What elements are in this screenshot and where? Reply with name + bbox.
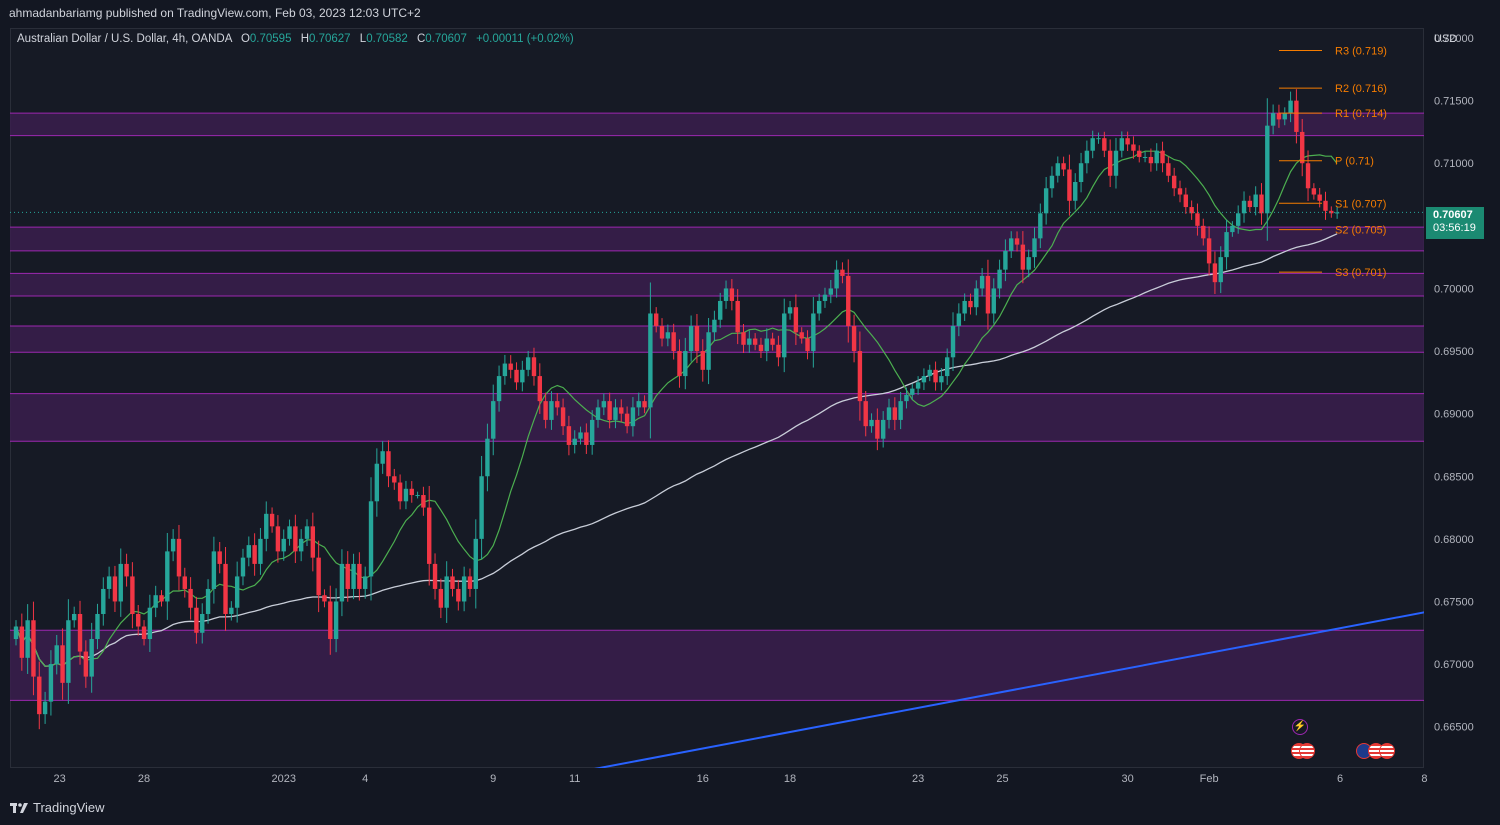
y-tick-label: 0.71000 (1434, 158, 1474, 170)
high-label: H (300, 33, 309, 45)
x-tick-label: 2023 (271, 773, 295, 785)
x-tick-label: 8 (1421, 773, 1427, 785)
published-note: ahmadanbariamg published on TradingView.… (9, 6, 421, 20)
last-price-tag: 0.70607 03:56:19 (1426, 207, 1484, 239)
x-tick-label: 16 (697, 773, 709, 785)
us-flag-icon-4[interactable] (1379, 743, 1395, 759)
y-tick-label: 0.71500 (1434, 96, 1474, 108)
x-tick-label: 6 (1337, 773, 1343, 785)
y-tick-label: 0.67000 (1434, 659, 1474, 671)
footer-bar (0, 795, 1500, 825)
brand-name: TradingView (33, 800, 105, 815)
low-label: L (359, 33, 367, 45)
x-tick-label: 23 (912, 773, 924, 785)
change-value: +0.00011 (+0.02%) (476, 33, 574, 45)
low-value: 0.70582 (366, 33, 408, 45)
close-label: C (416, 33, 426, 45)
x-tick-label: 11 (569, 773, 580, 785)
tradingview-logo-icon (10, 802, 28, 813)
top-bar: ahmadanbariamg published on TradingView.… (0, 0, 1500, 28)
brand[interactable]: TradingView (10, 800, 105, 815)
axis-currency: USD (1434, 33, 1458, 45)
open-value: 0.70595 (249, 33, 292, 45)
x-tick-label: 4 (362, 773, 368, 785)
x-tick-label: 30 (1121, 773, 1133, 785)
x-tick-label: 23 (54, 773, 66, 785)
symbol-legend: Australian Dollar / U.S. Dollar, 4h, OAN… (17, 33, 574, 45)
x-tick-label: Feb (1200, 773, 1219, 785)
high-value: 0.70627 (309, 33, 351, 45)
us-flag-icon-2[interactable] (1299, 743, 1315, 759)
last-price: 0.70607 (1433, 209, 1473, 221)
lightning-icon[interactable]: ⚡ (1292, 719, 1308, 735)
y-tick-label: 0.69000 (1434, 409, 1474, 421)
open-label: O (240, 33, 250, 45)
y-tick-label: 0.68000 (1434, 534, 1474, 546)
y-tick-label: 0.66500 (1434, 722, 1474, 734)
y-tick-label: 0.68500 (1434, 471, 1474, 483)
close-value: 0.70607 (425, 33, 467, 45)
chart-pane[interactable] (10, 28, 1424, 768)
y-tick-label: 0.67500 (1434, 596, 1474, 608)
bar-countdown: 03:56:19 (1433, 222, 1476, 234)
y-tick-label: 0.69500 (1434, 346, 1474, 358)
y-tick-label: 0.70000 (1434, 283, 1474, 295)
x-tick-label: 18 (784, 773, 796, 785)
symbol-name: Australian Dollar / U.S. Dollar, 4h, OAN… (17, 33, 232, 45)
x-tick-label: 25 (996, 773, 1008, 785)
x-tick-label: 28 (138, 773, 150, 785)
x-tick-label: 9 (490, 773, 496, 785)
